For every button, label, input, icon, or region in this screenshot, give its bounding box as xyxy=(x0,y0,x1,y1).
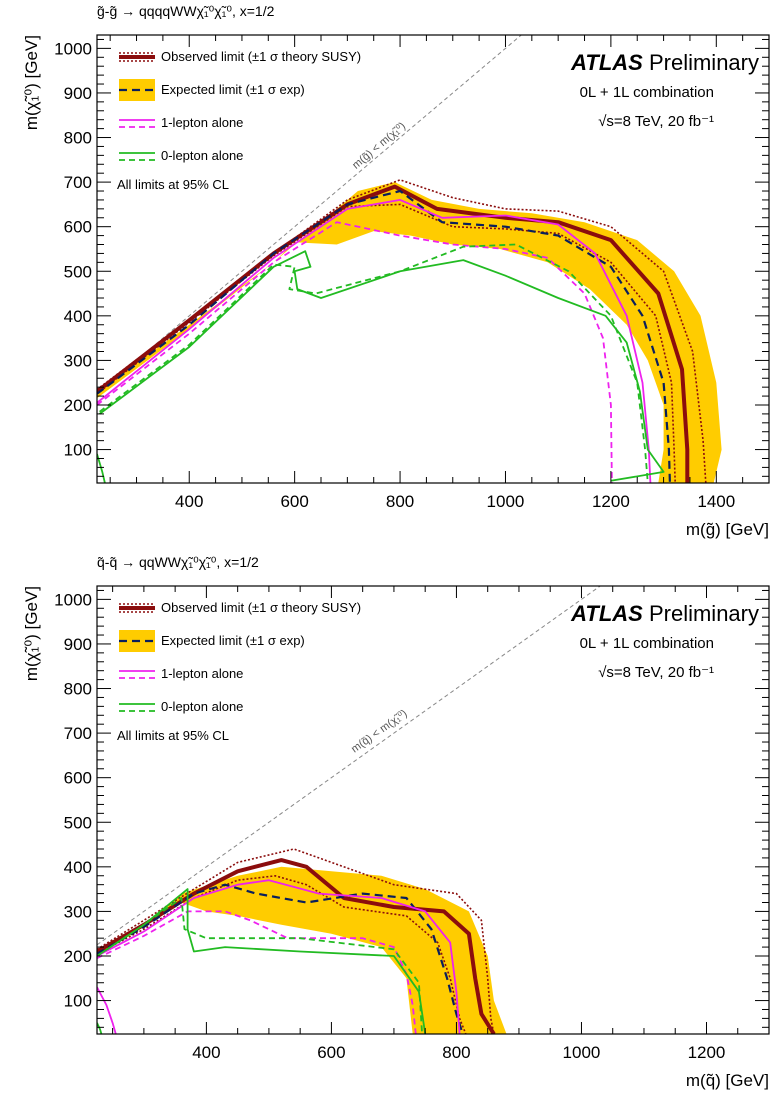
y-tick-label: 500 xyxy=(64,813,92,832)
y-tick-label: 500 xyxy=(64,262,92,281)
x-tick-label: 1200 xyxy=(688,1043,726,1062)
diagonal-label: m(g̃) < m(χ̃₁⁰) xyxy=(350,120,408,171)
y-tick-label: 200 xyxy=(64,947,92,966)
plot-title: g̃-g̃ → qqqqWWχ̃₁⁰χ̃₁⁰, x=1/2 xyxy=(97,3,275,19)
y-tick-label: 600 xyxy=(64,769,92,788)
series-line-observed_band-2 xyxy=(97,874,467,1034)
y-tick-label: 100 xyxy=(64,992,92,1011)
legend-label: Expected limit (±1 σ exp) xyxy=(161,633,305,648)
x-axis-title: m(q̃) [GeV] xyxy=(686,1071,769,1090)
y-tick-label: 900 xyxy=(64,84,92,103)
legend-label: Observed limit (±1 σ theory SUSY) xyxy=(161,600,361,615)
plot-area xyxy=(97,35,722,483)
y-tick-label: 700 xyxy=(64,724,92,743)
series-line-onelep-4 xyxy=(97,198,652,483)
legend-label: Expected limit (±1 σ exp) xyxy=(161,82,305,97)
legend-label: Observed limit (±1 σ theory SUSY) xyxy=(161,49,361,64)
y-tick-label: 200 xyxy=(64,396,92,415)
y-tick-label: 1000 xyxy=(54,39,92,58)
atlas-word: ATLAS xyxy=(570,50,649,75)
series-line-zerolep-8 xyxy=(97,453,106,483)
kinematic-diagonal xyxy=(97,35,523,395)
preliminary-word: Preliminary xyxy=(649,50,759,75)
series-line-onelep-6 xyxy=(97,986,117,1034)
plot-frame xyxy=(96,34,770,484)
series-line-onelep_dash-5 xyxy=(97,910,417,1034)
legend-note: All limits at 95% CL xyxy=(117,177,229,192)
atlas-word: ATLAS xyxy=(570,601,649,626)
series-line-expected-3 xyxy=(97,189,671,483)
info-line: √s=8 TeV, 20 fb⁻¹ xyxy=(598,664,714,681)
x-tick-label: 600 xyxy=(280,492,308,511)
y-tick-label: 700 xyxy=(64,173,92,192)
legend-entry-onelep: 1-lepton alone xyxy=(119,666,243,681)
legend-note: All limits at 95% CL xyxy=(117,728,229,743)
series-line-observed-0 xyxy=(97,858,496,1034)
info-line: 0L + 1L combination xyxy=(580,84,714,101)
y-tick-label: 300 xyxy=(64,351,92,370)
x-tick-label: 1400 xyxy=(697,492,735,511)
x-tick-label: 1000 xyxy=(487,492,525,511)
y-axis-title: m(χ̃₁⁰) [GeV] xyxy=(22,35,41,130)
legend-entry-observed: Observed limit (±1 σ theory SUSY) xyxy=(119,49,361,64)
preliminary-word: Preliminary xyxy=(649,601,759,626)
legend-entry-expected: Expected limit (±1 σ exp) xyxy=(119,630,305,652)
legend-entry-zerolep: 0-lepton alone xyxy=(119,148,243,163)
info-line: √s=8 TeV, 20 fb⁻¹ xyxy=(598,113,714,130)
x-tick-label: 800 xyxy=(386,492,414,511)
diagonal-label: m(q̃) < m(χ̃₁⁰) xyxy=(349,708,409,756)
chart-panel-1: 400 600 800 1000 1200 1400 100 200 300 400 500 600 7… xyxy=(22,3,770,539)
legend-label: 1-lepton alone xyxy=(161,666,243,681)
info-line: 0L + 1L combination xyxy=(580,635,714,652)
chart-panel-2: 400 600 800 1000 1200 100 200 300 400 500 600 700 80… xyxy=(22,554,770,1090)
series-line-onelep_dash-5 xyxy=(97,221,613,483)
x-tick-label: 400 xyxy=(192,1043,220,1062)
x-tick-label: 400 xyxy=(175,492,203,511)
y-tick-label: 1000 xyxy=(54,590,92,609)
y-tick-label: 600 xyxy=(64,218,92,237)
y-axis-title: m(χ̃₁⁰) [GeV] xyxy=(22,586,41,681)
legend-entry-observed: Observed limit (±1 σ theory SUSY) xyxy=(119,600,361,615)
y-tick-label: 100 xyxy=(64,441,92,460)
y-tick-label: 800 xyxy=(64,680,92,699)
x-tick-label: 600 xyxy=(317,1043,345,1062)
series-line-observed_band-2 xyxy=(97,203,676,483)
y-tick-label: 900 xyxy=(64,635,92,654)
y-tick-label: 400 xyxy=(64,858,92,877)
legend-entry-zerolep: 0-lepton alone xyxy=(119,699,243,714)
series-line-zerolep-7 xyxy=(97,888,427,1034)
atlas-label: ATLAS Preliminary xyxy=(570,601,759,626)
series-line-zerolep_dash-8 xyxy=(97,897,423,1034)
x-tick-label: 1000 xyxy=(563,1043,601,1062)
legend-label: 1-lepton alone xyxy=(161,115,243,130)
x-tick-label: 1200 xyxy=(592,492,630,511)
x-tick-label: 800 xyxy=(442,1043,470,1062)
legend-entry-expected: Expected limit (±1 σ exp) xyxy=(119,79,305,101)
x-axis-title: m(g̃) [GeV] xyxy=(686,520,769,539)
y-tick-label: 300 xyxy=(64,902,92,921)
series-line-observed_band-1 xyxy=(97,848,495,1034)
y-tick-label: 400 xyxy=(64,307,92,326)
series-line-zerolep-9 xyxy=(97,1022,103,1034)
expected-band xyxy=(97,182,722,483)
y-tick-label: 800 xyxy=(64,129,92,148)
legend-label: 0-lepton alone xyxy=(161,699,243,714)
atlas-label: ATLAS Preliminary xyxy=(570,50,759,75)
legend-entry-onelep: 1-lepton alone xyxy=(119,115,243,130)
series-line-onelep-4 xyxy=(97,879,461,1034)
series-line-observed_band-1 xyxy=(97,179,707,483)
series-line-zerolep_dash-7 xyxy=(99,243,649,483)
plot-title: q̃-q̃ → qqWWχ̃₁⁰χ̃₁⁰, x=1/2 xyxy=(97,554,259,570)
plot-area xyxy=(97,586,602,1034)
plot-frame xyxy=(96,585,770,1035)
legend-label: 0-lepton alone xyxy=(161,148,243,163)
series-line-zerolep-6 xyxy=(99,250,665,482)
series-line-expected-3 xyxy=(97,883,464,1034)
